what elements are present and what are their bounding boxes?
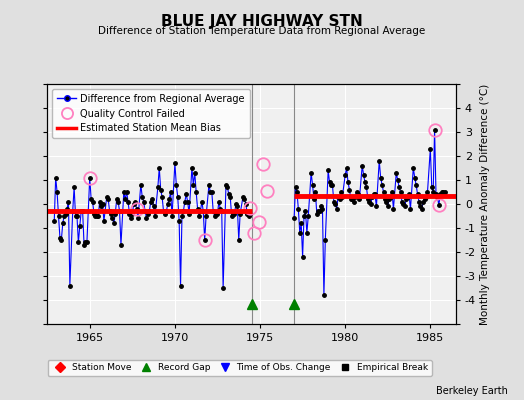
Text: Berkeley Earth: Berkeley Earth [436, 386, 508, 396]
Text: BLUE JAY HIGHWAY STN: BLUE JAY HIGHWAY STN [161, 14, 363, 29]
Legend: Station Move, Record Gap, Time of Obs. Change, Empirical Break: Station Move, Record Gap, Time of Obs. C… [48, 360, 432, 376]
Text: Difference of Station Temperature Data from Regional Average: Difference of Station Temperature Data f… [99, 26, 425, 36]
Y-axis label: Monthly Temperature Anomaly Difference (°C): Monthly Temperature Anomaly Difference (… [480, 83, 490, 325]
